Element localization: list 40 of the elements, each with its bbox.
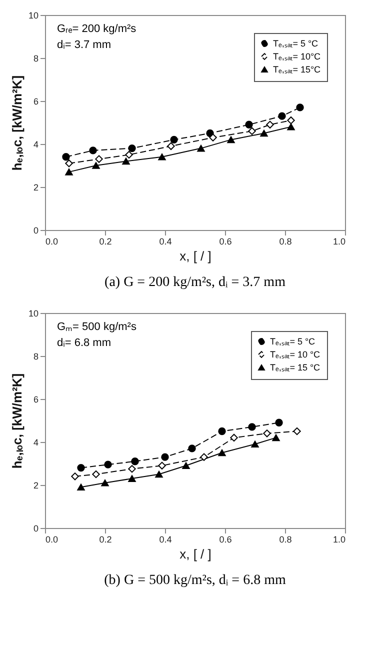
- y-tick-label: 6: [33, 394, 38, 404]
- y-tick-label: 4: [33, 140, 38, 150]
- x-tick-label: 0.0: [46, 236, 58, 246]
- text: (a) G = 200 kg/m²s, dᵢ = 3.7 mm: [104, 275, 286, 290]
- annotation: Gₘ= 500 kg/m²s: [57, 321, 137, 333]
- y-tick-label: 6: [33, 96, 38, 106]
- x-axis-title: x, [ / ]: [180, 546, 212, 562]
- annotation: dᵢ= 6.8 mm: [57, 337, 112, 349]
- y-tick-label: 0: [33, 524, 38, 534]
- legend-label: Tₑ,ₛₐₜ= 5 °C: [270, 336, 316, 346]
- y-tick-label: 8: [33, 54, 38, 64]
- x-tick-label: 0.8: [279, 236, 292, 246]
- x-tick-label: 0.4: [159, 236, 172, 246]
- x-tick-label: 0.2: [99, 534, 112, 544]
- y-axis-title: hₑ,ₗₒc, [kW/m²K]: [9, 75, 24, 171]
- x-tick-label: 0.6: [219, 236, 232, 246]
- text: (b) G = 500 kg/m²s, dᵢ = 6.8 mm: [104, 573, 286, 588]
- y-tick-label: 2: [33, 480, 38, 490]
- annotation: Gᵣₑ= 200 kg/m²s: [57, 23, 137, 35]
- x-tick-label: 0.8: [279, 534, 292, 544]
- legend-label: Tₑ,ₛₐₜ= 10°C: [273, 52, 322, 62]
- x-tick-label: 0.0: [46, 534, 58, 544]
- legend-label: Tₑ,ₛₐₜ= 15°C: [273, 64, 322, 74]
- y-tick-label: 2: [33, 182, 38, 192]
- y-tick-label: 10: [28, 10, 38, 20]
- x-tick-label: 0.6: [219, 534, 232, 544]
- legend-label: Tₑ,ₛₐₜ= 10 °C: [270, 350, 321, 360]
- x-tick-label: 1.0: [332, 236, 346, 246]
- legend-label: Tₑ,ₛₐₜ= 15 °C: [270, 362, 321, 372]
- x-tick-label: 0.4: [159, 534, 172, 544]
- annotation: dᵢ= 3.7 mm: [57, 39, 112, 51]
- y-axis-title: hₑ,ₗₒc, [kW/m²K]: [9, 373, 24, 469]
- legend-label: Tₑ,ₛₐₜ= 5 °C: [273, 38, 319, 48]
- y-tick-label: 10: [28, 308, 38, 318]
- x-axis-title: x, [ / ]: [180, 248, 212, 264]
- y-tick-label: 0: [33, 226, 38, 236]
- x-tick-label: 1.0: [332, 534, 346, 544]
- x-tick-label: 0.2: [99, 236, 112, 246]
- y-tick-label: 8: [33, 352, 38, 362]
- y-tick-label: 4: [33, 438, 38, 448]
